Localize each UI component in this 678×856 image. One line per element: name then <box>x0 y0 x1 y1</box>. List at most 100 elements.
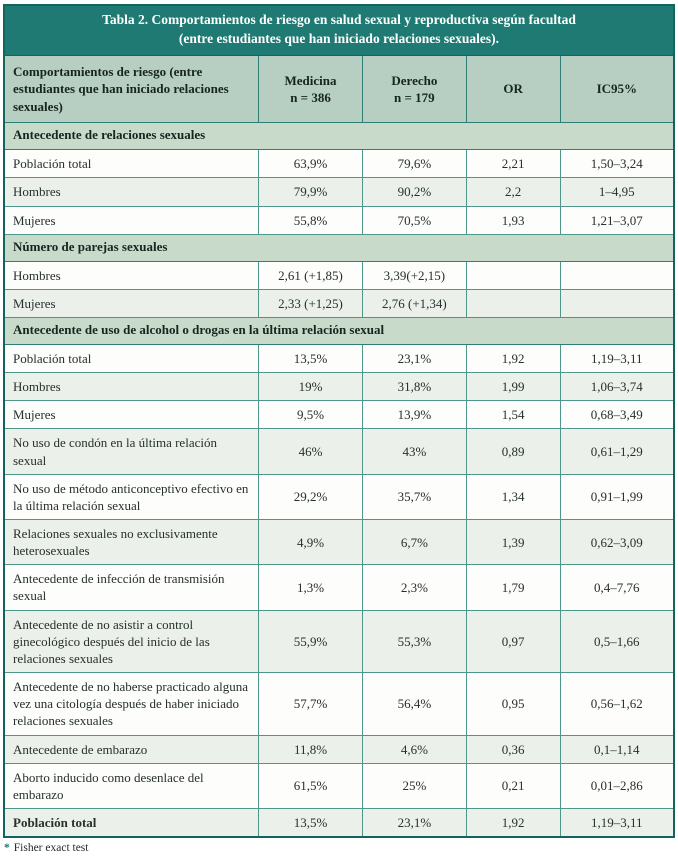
section-header-row: Antecedente de uso de alcohol o drogas e… <box>3 316 675 345</box>
row-value: 29,2% <box>258 473 363 520</box>
table-row: Mujeres 2,33 (+1,25) 2,76 (+1,34) <box>3 288 675 318</box>
row-value: 2,2 <box>465 177 561 207</box>
row-value <box>465 288 561 318</box>
table-title-line1: Tabla 2. Comportamientos de riesgo en sa… <box>102 12 576 27</box>
row-value: 57,7% <box>258 672 363 736</box>
row-value: 0,62–3,09 <box>559 518 675 566</box>
risk-behavior-table: Tabla 2. Comportamientos de riesgo en sa… <box>3 4 675 839</box>
row-value: 0,61–1,29 <box>559 428 675 475</box>
table-row: Población total 13,5% 23,1% 1,92 1,19–3,11 <box>3 343 675 374</box>
table-row: Población total 63,9% 79,6% 2,21 1,50–3,24 <box>3 149 675 179</box>
row-value <box>465 260 561 290</box>
row-value: 0,4–7,76 <box>559 564 675 611</box>
row-value: 1,34 <box>465 473 561 520</box>
row-value: 46% <box>258 428 363 475</box>
row-value: 1,92 <box>465 808 561 838</box>
section-header-label: Antecedente de uso de alcohol o drogas e… <box>3 316 675 345</box>
row-label: Mujeres <box>3 288 260 318</box>
table-title-bar: Tabla 2. Comportamientos de riesgo en sa… <box>3 4 675 56</box>
table-row: Hombres 19% 31,8% 1,99 1,06–3,74 <box>3 372 675 402</box>
row-value: 0,91–1,99 <box>559 473 675 520</box>
section-header-row: Número de parejas sexuales <box>3 233 675 262</box>
section-header-row: Antecedente de relaciones sexuales <box>3 122 675 151</box>
column-header-medicina-n: n = 386 <box>290 90 331 106</box>
row-value: 35,7% <box>361 473 467 520</box>
table-row: Antecedente de no haberse practicado alg… <box>3 672 675 736</box>
row-value: 3,39(+2,15) <box>361 260 467 290</box>
row-value: 56,4% <box>361 672 467 736</box>
row-value: 1,39 <box>465 518 561 566</box>
row-value: 1,99 <box>465 372 561 402</box>
column-header-medicina-name: Medicina <box>284 72 337 88</box>
column-header-derecho-n: n = 179 <box>394 90 435 106</box>
row-value: 11,8% <box>258 734 363 764</box>
table-title-line2: (entre estudiantes que han iniciado rela… <box>178 30 500 46</box>
footnote-text: Fisher exact test <box>13 842 89 855</box>
table-row: No uso de método anticonceptivo efectivo… <box>3 473 675 520</box>
section-header-label: Antecedente de relaciones sexuales <box>3 122 675 151</box>
row-value: 23,1% <box>361 343 467 374</box>
row-value: 0,68–3,49 <box>559 400 675 430</box>
column-header-ic95: IC95% <box>559 54 675 124</box>
row-value: 23,1% <box>361 808 467 838</box>
row-value: 0,89 <box>465 428 561 475</box>
row-value: 1,19–3,11 <box>559 808 675 838</box>
table-title: Tabla 2. Comportamientos de riesgo en sa… <box>3 4 675 56</box>
column-header-row: Comportamientos de riesgo (entre estudia… <box>3 54 675 124</box>
row-value: 0,95 <box>465 672 561 736</box>
table-row: Relaciones sexuales no exclusivamente he… <box>3 518 675 566</box>
table-row: No uso de condón en la última relación s… <box>3 428 675 475</box>
row-value: 43% <box>361 428 467 475</box>
row-value: 4,9% <box>258 518 363 566</box>
row-value: 55,9% <box>258 609 363 674</box>
row-label: Hombres <box>3 177 260 207</box>
row-value: 1,79 <box>465 564 561 611</box>
row-label: Hombres <box>3 372 260 402</box>
row-label: Antecedente de no haberse practicado alg… <box>3 672 260 736</box>
row-value <box>559 288 675 318</box>
row-value: 9,5% <box>258 400 363 430</box>
row-label: Mujeres <box>3 400 260 430</box>
row-value: 79,6% <box>361 149 467 179</box>
row-value: 55,3% <box>361 609 467 674</box>
table-row: Antecedente de embarazo 11,8% 4,6% 0,36 0,1–… <box>3 734 675 764</box>
row-value: 70,5% <box>361 205 467 235</box>
row-value: 1,50–3,24 <box>559 149 675 179</box>
table-row: Antecedente de infección de transmisión … <box>3 564 675 611</box>
row-value: 1,93 <box>465 205 561 235</box>
row-value: 25% <box>361 762 467 810</box>
table-row: Población total 13,5% 23,1% 1,92 1,19–3,11 <box>3 808 675 838</box>
row-value: 4,6% <box>361 734 467 764</box>
row-label: Aborto inducido como desenlace del embar… <box>3 762 260 810</box>
row-label: No uso de método anticonceptivo efectivo… <box>3 473 260 520</box>
table-row: Antecedente de no asistir a control gine… <box>3 609 675 674</box>
row-value: 2,61 (+1,85) <box>258 260 363 290</box>
row-value: 31,8% <box>361 372 467 402</box>
column-header-behavior: Comportamientos de riesgo (entre estudia… <box>3 54 260 124</box>
column-header-or: OR <box>465 54 561 124</box>
row-value: 13,5% <box>258 343 363 374</box>
row-value: 1,54 <box>465 400 561 430</box>
table-row: Hombres 79,9% 90,2% 2,2 1–4,95 <box>3 177 675 207</box>
row-value: 1,3% <box>258 564 363 611</box>
row-value: 0,36 <box>465 734 561 764</box>
row-value: 90,2% <box>361 177 467 207</box>
row-value: 63,9% <box>258 149 363 179</box>
row-value: 19% <box>258 372 363 402</box>
row-label: Relaciones sexuales no exclusivamente he… <box>3 518 260 566</box>
row-value: 13,9% <box>361 400 467 430</box>
row-value: 13,5% <box>258 808 363 838</box>
row-label: Antecedente de infección de transmisión … <box>3 564 260 611</box>
row-label: Antecedente de no asistir a control gine… <box>3 609 260 674</box>
row-value: 6,7% <box>361 518 467 566</box>
row-value: 1,21–3,07 <box>559 205 675 235</box>
row-value: 1,06–3,74 <box>559 372 675 402</box>
row-value: 1,92 <box>465 343 561 374</box>
table-row: Aborto inducido como desenlace del embar… <box>3 762 675 810</box>
row-value: 0,01–2,86 <box>559 762 675 810</box>
row-value: 2,76 (+1,34) <box>361 288 467 318</box>
row-value: 79,9% <box>258 177 363 207</box>
row-label: Antecedente de embarazo <box>3 734 260 764</box>
row-value: 0,21 <box>465 762 561 810</box>
